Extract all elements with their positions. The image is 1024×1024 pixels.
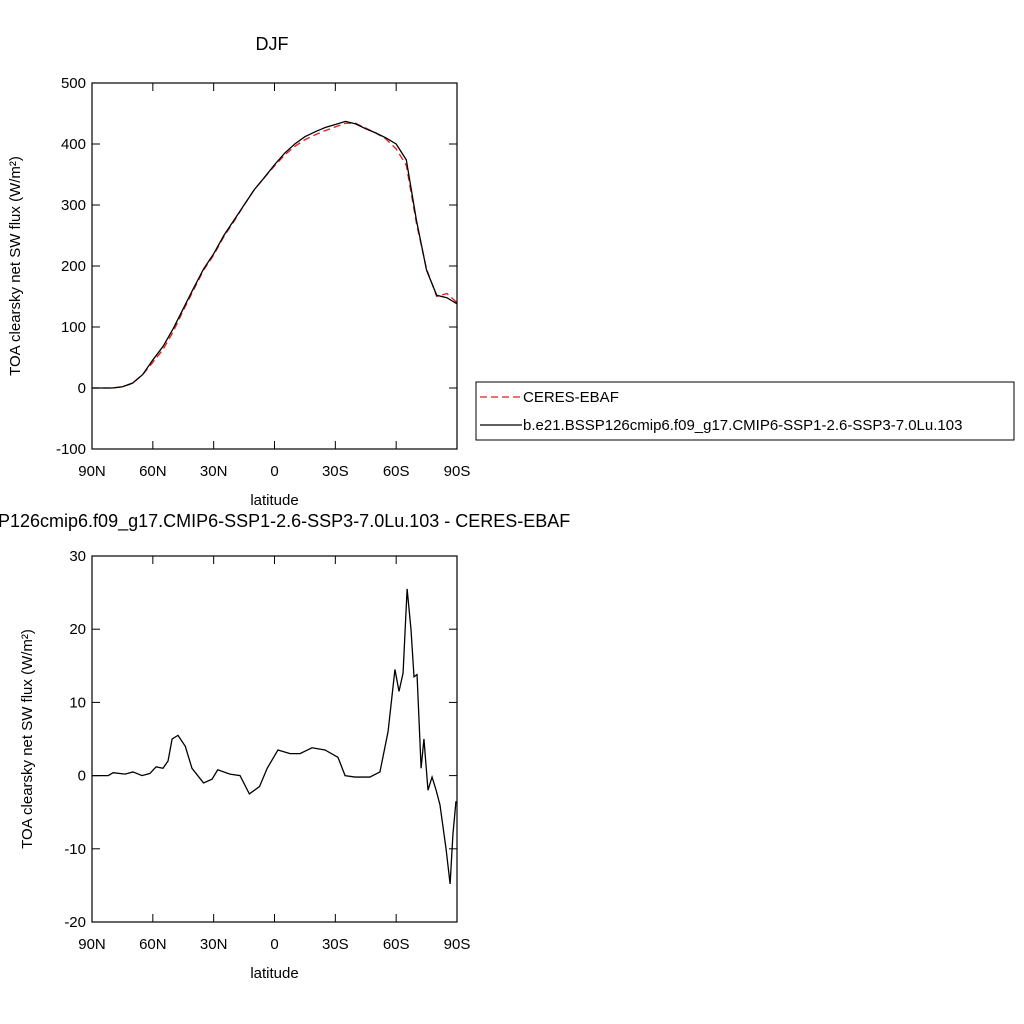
y-tick-label: 100	[61, 319, 86, 336]
x-tick-label: 90S	[444, 463, 471, 480]
x-axis-label: latitude	[250, 965, 298, 982]
x-tick-label: 60S	[383, 463, 410, 480]
y-tick-label: 500	[61, 75, 86, 92]
y-tick-label: 400	[61, 136, 86, 153]
x-tick-label: 0	[270, 936, 278, 953]
plot-frame	[91, 82, 458, 450]
legend-label: CERES-EBAF	[523, 389, 619, 406]
chart-title: P126cmip6.f09_g17.CMIP6-SSP1-2.6-SSP3-7.…	[0, 511, 570, 532]
plot-frame	[91, 555, 458, 923]
x-tick-label: 0	[270, 463, 278, 480]
x-tick-label: 30S	[322, 463, 349, 480]
data-line	[92, 588, 457, 885]
y-tick-label: 30	[69, 548, 86, 565]
x-tick-label: 30S	[322, 936, 349, 953]
x-tick-label: 90S	[444, 936, 471, 953]
y-tick-label: -10	[64, 841, 86, 858]
chart-title: DJF	[256, 34, 289, 54]
data-line	[92, 122, 458, 389]
x-tick-label: 60N	[139, 936, 167, 953]
legend-box	[475, 381, 1015, 441]
y-axis-label: TOA clearsky net SW flux (W/m²)	[19, 629, 36, 849]
y-tick-label: 200	[61, 258, 86, 275]
x-axis-label: latitude	[250, 492, 298, 509]
data-line	[92, 120, 458, 389]
x-tick-label: 90N	[78, 463, 106, 480]
x-tick-label: 60S	[383, 936, 410, 953]
y-tick-label: 300	[61, 197, 86, 214]
y-tick-label: 20	[69, 621, 86, 638]
x-tick-label: 30N	[200, 463, 228, 480]
y-tick-label: 0	[78, 380, 86, 397]
legend-label: b.e21.BSSP126cmip6.f09_g17.CMIP6-SSP1-2.…	[523, 417, 962, 434]
y-tick-label: 10	[69, 694, 86, 711]
y-tick-label: -20	[64, 914, 86, 931]
y-tick-label: -100	[56, 441, 86, 458]
x-tick-label: 60N	[139, 463, 167, 480]
y-axis-label: TOA clearsky net SW flux (W/m²)	[7, 156, 24, 376]
x-tick-label: 90N	[78, 936, 106, 953]
y-tick-label: 0	[78, 768, 86, 785]
x-tick-label: 30N	[200, 936, 228, 953]
